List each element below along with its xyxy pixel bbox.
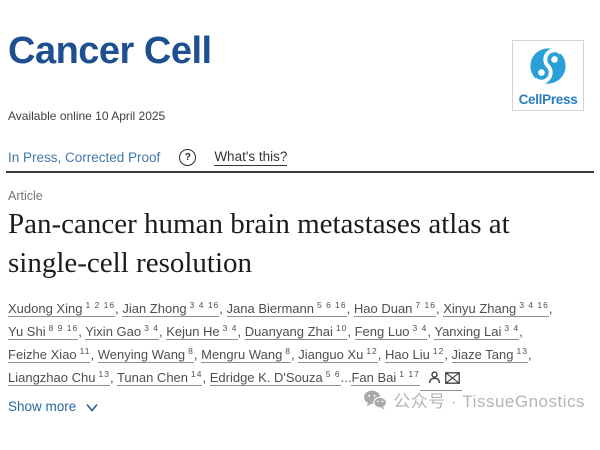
author-separator: , xyxy=(109,370,117,385)
author-link[interactable]: Yixin Gao 3 4 xyxy=(85,322,159,340)
author-separator: , xyxy=(548,301,553,316)
author-action-icons xyxy=(419,366,462,391)
author-link[interactable]: Jiaze Tang 13 xyxy=(451,345,528,363)
author-separator: , xyxy=(193,347,202,362)
author-separator: , xyxy=(237,324,245,339)
author-link[interactable]: Jianguo Xu 12 xyxy=(298,345,378,363)
inpress-status-link[interactable]: In Press, Corrected Proof xyxy=(8,150,161,165)
watermark: 公众号 · TissueGnostics xyxy=(363,387,585,412)
author-link[interactable]: Duanyang Zhai 10 xyxy=(244,322,348,340)
author-link[interactable]: Xudong Xing 1 2 16 xyxy=(8,299,116,317)
author-separator: , xyxy=(219,301,227,316)
author-link[interactable]: Fan Bai 1 17 xyxy=(351,368,420,386)
author-separator: , xyxy=(435,301,444,316)
author-separator: , xyxy=(427,324,435,339)
author-link[interactable]: Feizhe Xiao 11 xyxy=(8,345,91,363)
author-separator: ... xyxy=(340,370,352,385)
cellpress-swirl-icon xyxy=(526,44,570,93)
chevron-down-icon xyxy=(86,403,98,412)
author-link[interactable]: Jana Biermann 5 6 16 xyxy=(226,299,347,317)
author-link[interactable]: Yu Shi 8 9 16 xyxy=(8,322,79,340)
author-separator: , xyxy=(291,347,299,362)
author-link[interactable]: Kejun He 3 4 xyxy=(166,322,238,340)
author-separator: , xyxy=(377,347,386,362)
person-icon[interactable] xyxy=(428,371,441,384)
status-row: In Press, Corrected Proof ? What's this? xyxy=(8,149,288,166)
available-online-date: Available online 10 April 2025 xyxy=(8,109,166,123)
cellpress-logo[interactable]: CellPress xyxy=(512,40,584,111)
author-link[interactable]: Yanxing Lai 3 4 xyxy=(434,322,520,340)
cellpress-wordmark: CellPress xyxy=(518,92,578,107)
question-mark-circle-icon[interactable]: ? xyxy=(179,149,197,166)
author-link[interactable]: Mengru Wang 8 xyxy=(201,345,292,363)
author-link[interactable]: Liangzhao Chu 13 xyxy=(8,368,110,386)
author-link[interactable]: Edridge K. D'Souza 5 6 xyxy=(209,368,341,386)
whats-this-link[interactable]: What's this? xyxy=(214,149,288,166)
author-separator: , xyxy=(202,370,210,385)
watermark-text: 公众号 · TissueGnostics xyxy=(393,392,585,411)
author-separator: , xyxy=(527,347,532,362)
show-more-label: Show more xyxy=(8,399,77,414)
author-link[interactable]: Tunan Chen 14 xyxy=(116,368,203,386)
envelope-icon[interactable] xyxy=(444,372,460,384)
author-link[interactable]: Wenying Wang 8 xyxy=(97,345,194,363)
author-link[interactable]: Xinyu Zhang 3 4 16 xyxy=(443,299,549,317)
author-link[interactable]: Hao Duan 7 16 xyxy=(353,299,436,317)
header-divider xyxy=(6,171,594,173)
author-list: Xudong Xing 1 2 16, Jian Zhong 3 4 16, Jan… xyxy=(8,299,553,386)
author-separator: , xyxy=(115,301,123,316)
show-more-button[interactable]: Show more xyxy=(8,399,99,414)
author-separator: , xyxy=(346,301,354,316)
author-separator: , xyxy=(347,324,355,339)
author-block: Xudong Xing 1 2 16, Jian Zhong 3 4 16, Jan… xyxy=(8,297,586,391)
author-separator: , xyxy=(444,347,452,362)
author-separator: , xyxy=(158,324,167,339)
author-separator: , xyxy=(90,347,98,362)
author-link[interactable]: Feng Luo 3 4 xyxy=(354,322,428,340)
journal-logo[interactable]: Cancer Cell xyxy=(8,30,212,72)
article-type-label: Article xyxy=(8,189,43,203)
author-separator: , xyxy=(78,324,86,339)
wechat-icon xyxy=(364,390,388,409)
author-link[interactable]: Hao Liu 12 xyxy=(385,345,445,363)
author-link[interactable]: Jian Zhong 3 4 16 xyxy=(122,299,220,317)
author-separator: , xyxy=(519,324,523,339)
page-title: Pan-cancer human brain metastases atlas … xyxy=(8,208,510,280)
